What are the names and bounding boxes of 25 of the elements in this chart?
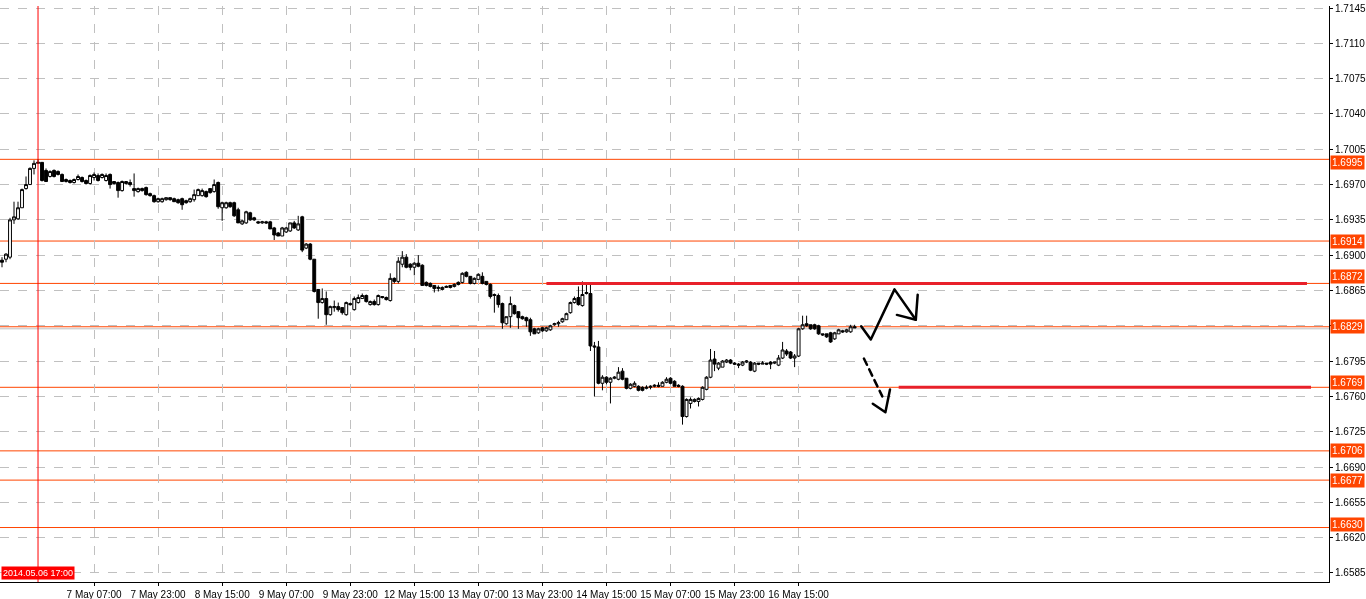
y-tick-label: 1.7005 bbox=[1335, 143, 1366, 155]
ref-line-label: 1.6677 bbox=[1332, 475, 1364, 486]
y-tick-label: 1.7110 bbox=[1335, 37, 1366, 49]
y-tick-label: 1.6585 bbox=[1335, 567, 1366, 579]
y-tick-label: 1.7075 bbox=[1335, 73, 1366, 85]
y-tick-label: 1.7040 bbox=[1335, 108, 1366, 120]
ref-line-label: 1.6914 bbox=[1332, 236, 1364, 247]
ref-line-label: 1.6706 bbox=[1332, 445, 1364, 456]
y-tick-label: 1.6865 bbox=[1335, 284, 1366, 296]
y-tick-label: 1.6795 bbox=[1335, 355, 1366, 367]
y-tick-label: 1.6655 bbox=[1335, 496, 1366, 508]
x-tick-label: 2014.05.06 17:00 bbox=[3, 568, 74, 578]
y-tick-label: 1.6620 bbox=[1335, 532, 1366, 544]
y-tick-label: 1.6760 bbox=[1335, 390, 1366, 402]
ref-line-label: 1.6769 bbox=[1332, 377, 1364, 388]
y-tick-label: 1.7145 bbox=[1335, 2, 1366, 14]
y-tick-label: 1.6900 bbox=[1335, 249, 1366, 261]
y-tick-label: 1.6690 bbox=[1335, 461, 1366, 473]
ref-line-label: 1.6630 bbox=[1332, 519, 1364, 530]
ref-line-label: 1.6872 bbox=[1332, 271, 1364, 282]
y-tick-label: 1.6935 bbox=[1335, 214, 1366, 226]
ref-line-label: 1.6995 bbox=[1332, 157, 1364, 168]
y-tick-label: 1.6725 bbox=[1335, 426, 1366, 438]
y-tick-label: 1.6970 bbox=[1335, 179, 1366, 191]
ref-line-label: 1.6829 bbox=[1332, 321, 1364, 332]
